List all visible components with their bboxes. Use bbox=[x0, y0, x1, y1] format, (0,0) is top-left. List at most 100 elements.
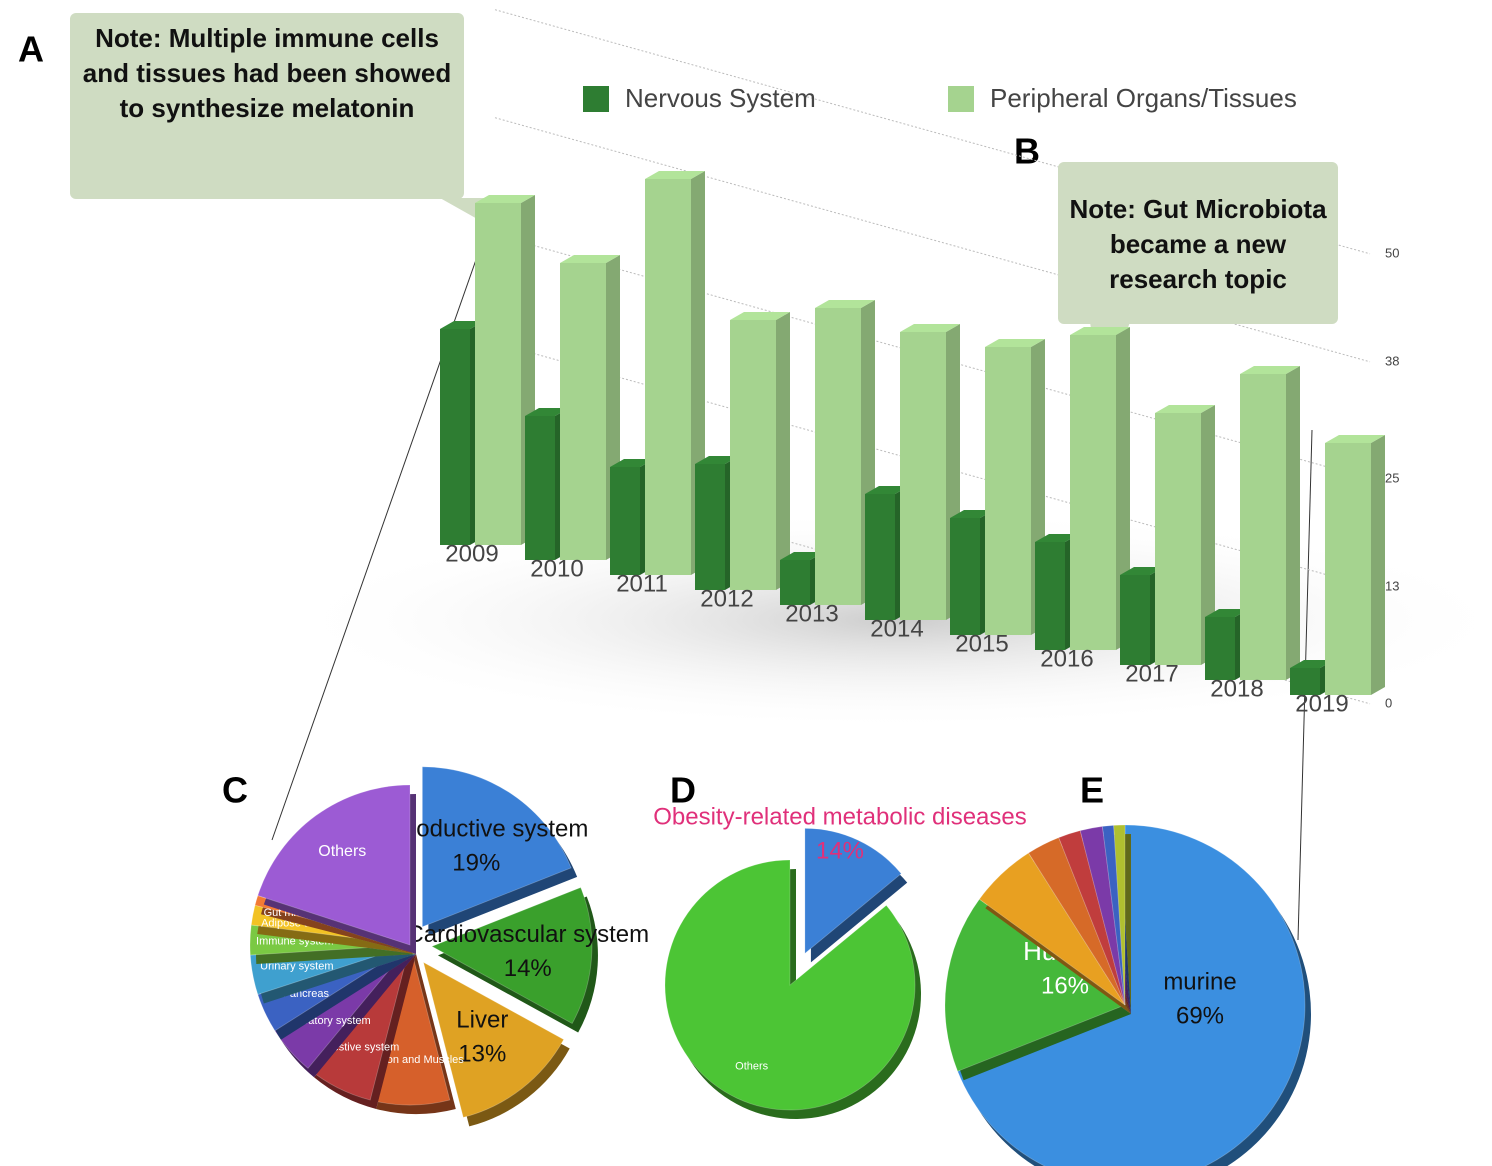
pie-edge bbox=[263, 954, 416, 1040]
pie-slice bbox=[431, 886, 593, 1025]
pie-slice bbox=[944, 898, 1126, 1072]
bar-top bbox=[1240, 366, 1300, 374]
bar-top bbox=[950, 510, 994, 518]
y-tick-label: 25 bbox=[1385, 470, 1399, 485]
bar bbox=[1035, 542, 1065, 650]
pie-slice bbox=[1101, 824, 1126, 1006]
bar-top bbox=[730, 312, 790, 320]
bar bbox=[1325, 443, 1371, 695]
bar-top bbox=[1205, 609, 1249, 617]
panel-label: B bbox=[1014, 131, 1040, 172]
bar bbox=[1070, 335, 1116, 650]
legend-label: Peripheral Organs/Tissues bbox=[990, 83, 1297, 113]
bar-side bbox=[1201, 405, 1215, 665]
x-tick-label: 2009 bbox=[445, 540, 498, 567]
y-tick-label: 50 bbox=[1385, 245, 1399, 260]
value-label: 14% bbox=[504, 955, 552, 982]
y-tick-label: 38 bbox=[1385, 353, 1399, 368]
y-tick-label: 13 bbox=[1385, 578, 1399, 593]
bar bbox=[695, 464, 725, 590]
bar-top bbox=[815, 300, 875, 308]
pie-slice bbox=[1079, 825, 1126, 1006]
bar-top bbox=[525, 408, 569, 416]
bar-top bbox=[1325, 435, 1385, 443]
bar-top bbox=[780, 552, 824, 560]
slice-name: Others bbox=[735, 1060, 769, 1072]
bar bbox=[525, 416, 555, 560]
x-tick-label: 2011 bbox=[616, 570, 668, 597]
slice-label: murine bbox=[1163, 968, 1236, 995]
bar bbox=[560, 263, 606, 560]
bar-side bbox=[1116, 327, 1130, 650]
bar-side bbox=[1286, 366, 1300, 680]
bar-top bbox=[440, 321, 484, 329]
note: Note: Multiple immune cells and tissues … bbox=[70, 13, 464, 199]
bar-side bbox=[776, 312, 790, 590]
bar bbox=[1290, 668, 1320, 695]
bar bbox=[610, 467, 640, 575]
slice-label: Cardiovascular system bbox=[406, 921, 649, 948]
x-tick-label: 2017 bbox=[1125, 660, 1178, 687]
bar-top bbox=[1070, 327, 1130, 335]
panel-label: A bbox=[18, 29, 44, 70]
slice-label: Liver bbox=[456, 1007, 508, 1034]
bar bbox=[1120, 575, 1150, 665]
legend-swatch bbox=[948, 86, 974, 112]
bar bbox=[645, 179, 691, 575]
bar-top bbox=[475, 195, 535, 203]
x-tick-label: 2019 bbox=[1295, 690, 1348, 717]
bar bbox=[950, 518, 980, 635]
bar-top bbox=[900, 324, 960, 332]
bar bbox=[900, 332, 946, 620]
bar-top bbox=[610, 459, 654, 467]
bar-top bbox=[695, 456, 739, 464]
x-tick-label: 2015 bbox=[955, 630, 1008, 657]
bar-top bbox=[985, 339, 1045, 347]
pie-slice bbox=[804, 827, 902, 955]
legend-swatch bbox=[583, 86, 609, 112]
bar-top bbox=[560, 255, 620, 263]
bar-top bbox=[1120, 567, 1164, 575]
x-tick-label: 2014 bbox=[870, 615, 923, 642]
panel-label: E bbox=[1080, 770, 1104, 811]
pie-slice bbox=[1027, 837, 1126, 1006]
bar bbox=[815, 308, 861, 605]
bar bbox=[780, 560, 810, 605]
panel-label: C bbox=[222, 770, 248, 811]
pie-edge bbox=[261, 904, 416, 954]
pie-slice bbox=[957, 824, 1306, 1166]
pie-slice bbox=[664, 859, 916, 1111]
bar bbox=[1155, 413, 1201, 665]
bar-top bbox=[645, 171, 705, 179]
bar-top bbox=[865, 486, 909, 494]
y-tick-label: 0 bbox=[1385, 695, 1392, 710]
pie-slice bbox=[1058, 830, 1126, 1006]
value-label: 69% bbox=[1176, 1002, 1224, 1029]
value-label: 13% bbox=[458, 1041, 506, 1068]
bar bbox=[985, 347, 1031, 635]
slice-name: Others bbox=[318, 843, 366, 860]
panel-label: D bbox=[670, 770, 696, 811]
value-label: 14% bbox=[816, 837, 864, 864]
slice-label: Obesity-related metabolic diseases bbox=[653, 803, 1027, 830]
value-label: 19% bbox=[452, 850, 500, 877]
pie-slice bbox=[257, 784, 411, 946]
bar bbox=[865, 494, 895, 620]
bar-top bbox=[1290, 660, 1334, 668]
grid-line bbox=[494, 234, 1371, 480]
x-tick-label: 2016 bbox=[1040, 645, 1093, 672]
x-tick-label: 2013 bbox=[785, 600, 838, 627]
bar-top bbox=[1035, 534, 1079, 542]
x-tick-label: 2010 bbox=[530, 555, 583, 582]
bar bbox=[475, 203, 521, 545]
slice-name: Urinary system bbox=[260, 960, 333, 972]
bar bbox=[1240, 374, 1286, 680]
bar bbox=[730, 320, 776, 590]
pie-slice bbox=[421, 766, 572, 928]
x-tick-label: 2018 bbox=[1210, 675, 1263, 702]
grid-line bbox=[494, 342, 1371, 588]
legend-label: Nervous System bbox=[625, 83, 816, 113]
pie-slice bbox=[978, 852, 1126, 1006]
